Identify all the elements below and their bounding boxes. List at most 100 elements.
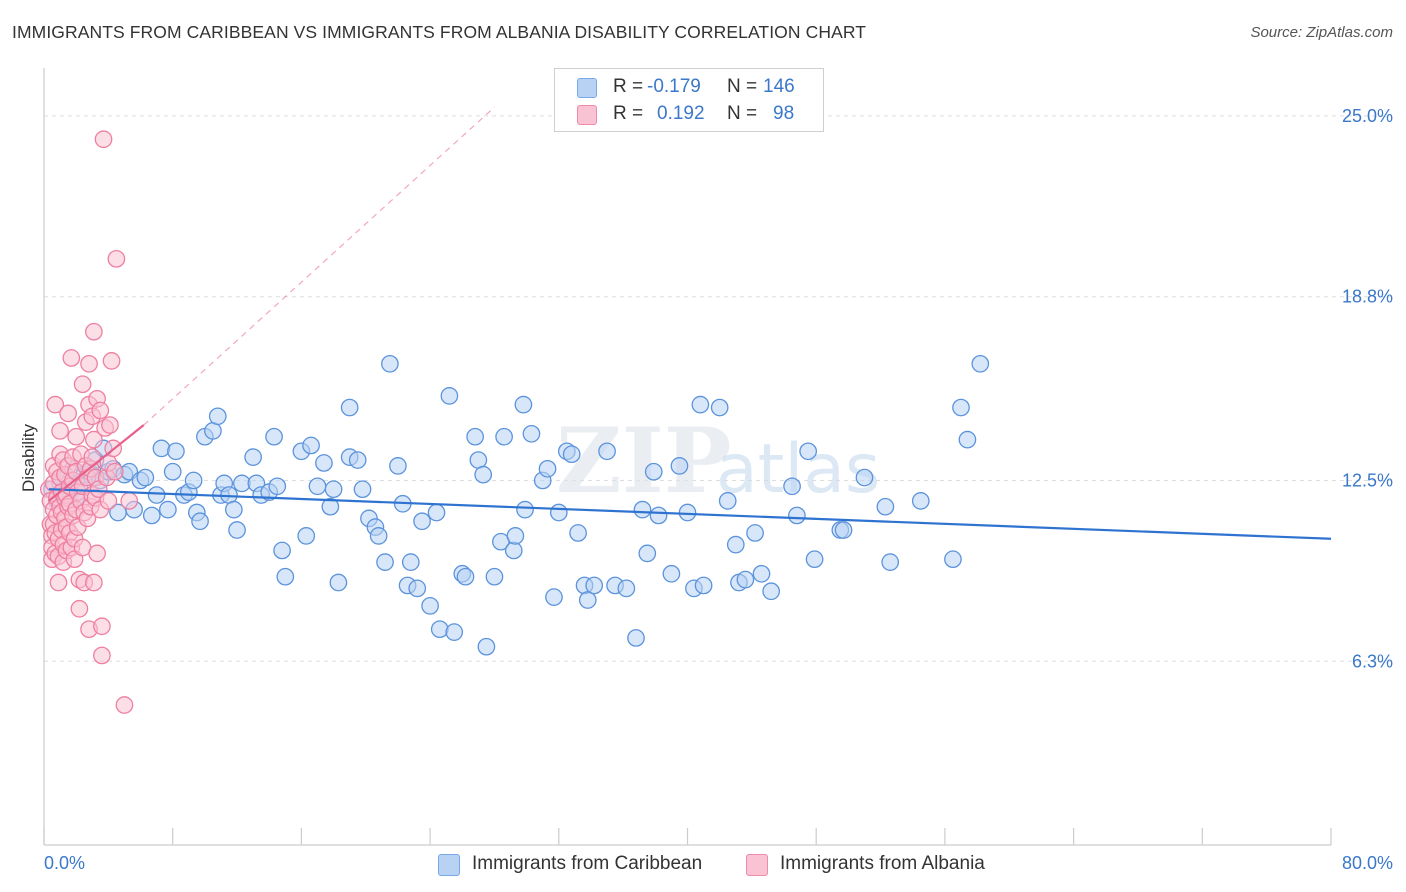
caribbean-point xyxy=(617,579,636,598)
caribbean-point xyxy=(678,503,697,522)
albania-point xyxy=(93,617,111,636)
albania-point xyxy=(107,249,126,268)
caribbean-point xyxy=(545,588,563,606)
legend-n-label: N = xyxy=(727,76,758,97)
legend-swatch-albania xyxy=(746,854,768,876)
caribbean-point xyxy=(670,457,689,475)
caribbean-point xyxy=(427,503,446,522)
caribbean-point xyxy=(474,465,493,484)
caribbean-point xyxy=(191,512,209,531)
legend-r-label: R = xyxy=(613,76,644,97)
albania-point xyxy=(105,462,124,481)
caribbean-point xyxy=(911,492,930,510)
caribbean-point xyxy=(585,576,604,595)
caribbean-point xyxy=(265,427,283,446)
legend-n-caribbean: 146 xyxy=(763,76,795,97)
caribbean-point xyxy=(562,445,581,464)
source-credit: Source: ZipAtlas.com xyxy=(1250,24,1393,41)
chart-title: IMMIGRANTS FROM CARIBBEAN VS IMMIGRANTS … xyxy=(12,22,867,42)
caribbean-point xyxy=(876,497,895,516)
caribbean-point xyxy=(308,477,327,496)
x-tick-label: 0.0% xyxy=(44,853,85,873)
caribbean-point xyxy=(971,354,990,373)
albania-point xyxy=(70,599,89,618)
albania-point xyxy=(94,130,113,149)
correlation-legend: R = -0.179 N = 146 R = 0.192 N = 98 xyxy=(554,68,824,132)
legend-swatch-caribbean xyxy=(438,854,460,876)
caribbean-point xyxy=(549,503,568,522)
caribbean-point xyxy=(445,623,464,641)
albania-point xyxy=(73,375,92,394)
caribbean-point xyxy=(718,492,737,510)
y-tick-label: 25.0% xyxy=(1342,106,1393,126)
caribbean-point xyxy=(799,442,818,461)
caribbean-point xyxy=(649,506,668,525)
caribbean-point xyxy=(273,541,291,560)
caribbean-point xyxy=(691,395,710,414)
caribbean-point xyxy=(136,468,155,487)
caribbean-point xyxy=(958,430,977,449)
caribbean-point xyxy=(208,407,227,426)
albania-point xyxy=(115,696,134,714)
caribbean-point xyxy=(324,480,343,499)
caribbean-point xyxy=(736,570,755,589)
caribbean-point xyxy=(726,535,745,554)
caribbean-point xyxy=(268,477,287,496)
watermark-atlas: atlas xyxy=(716,430,880,509)
albania-point xyxy=(85,430,103,449)
watermark-zip: ZIP xyxy=(556,408,731,514)
legend-n-albania: 98 xyxy=(773,103,795,124)
caribbean-point xyxy=(167,442,185,461)
legend-label-caribbean: Immigrants from Caribbean xyxy=(472,853,703,874)
points-layer xyxy=(39,130,990,714)
y-tick-label: 18.8% xyxy=(1342,287,1393,307)
caribbean-point xyxy=(224,500,243,519)
caribbean-trend-line xyxy=(48,488,1332,540)
caribbean-point xyxy=(302,436,320,455)
caribbean-point xyxy=(477,637,496,656)
caribbean-point xyxy=(504,541,523,560)
caribbean-point xyxy=(662,564,681,583)
caribbean-point xyxy=(855,468,874,487)
caribbean-point xyxy=(348,451,367,469)
caribbean-point xyxy=(627,629,645,647)
caribbean-point xyxy=(369,527,388,545)
legend-r-caribbean: -0.179 xyxy=(647,76,701,97)
caribbean-point xyxy=(321,497,340,516)
caribbean-point xyxy=(413,512,431,531)
albania-point xyxy=(120,492,139,510)
albania-point xyxy=(85,573,103,592)
caribbean-point xyxy=(578,591,597,609)
legend-r-albania: 0.192 xyxy=(657,103,705,124)
y-axis-title: Disability xyxy=(19,423,38,492)
caribbean-point xyxy=(159,500,177,519)
caribbean-point xyxy=(495,427,513,446)
caribbean-point xyxy=(389,457,407,475)
caribbean-point xyxy=(881,553,900,571)
albania-point xyxy=(93,646,111,665)
caribbean-point xyxy=(184,471,203,490)
caribbean-point xyxy=(522,424,541,443)
x-tick-label: 80.0% xyxy=(1342,853,1393,873)
caribbean-point xyxy=(440,387,459,405)
legend-swatch-albania xyxy=(577,105,597,125)
caribbean-point xyxy=(506,527,525,545)
caribbean-point xyxy=(456,567,475,586)
caribbean-point xyxy=(276,567,295,586)
caribbean-point xyxy=(466,427,484,446)
caribbean-point xyxy=(538,459,557,478)
caribbean-point xyxy=(598,442,616,461)
caribbean-point xyxy=(142,506,161,525)
watermark: ZIP atlas xyxy=(556,408,880,514)
trend-layer xyxy=(48,106,1332,540)
caribbean-point xyxy=(762,582,781,601)
caribbean-point xyxy=(163,462,182,481)
y-tick-label: 6.3% xyxy=(1352,651,1393,671)
albania-point xyxy=(88,544,106,563)
legend-label-albania: Immigrants from Albania xyxy=(780,853,985,874)
caribbean-point xyxy=(353,480,372,499)
albania-point xyxy=(49,573,68,592)
caribbean-point xyxy=(633,500,652,519)
caribbean-point xyxy=(401,553,420,571)
caribbean-point xyxy=(421,597,439,615)
